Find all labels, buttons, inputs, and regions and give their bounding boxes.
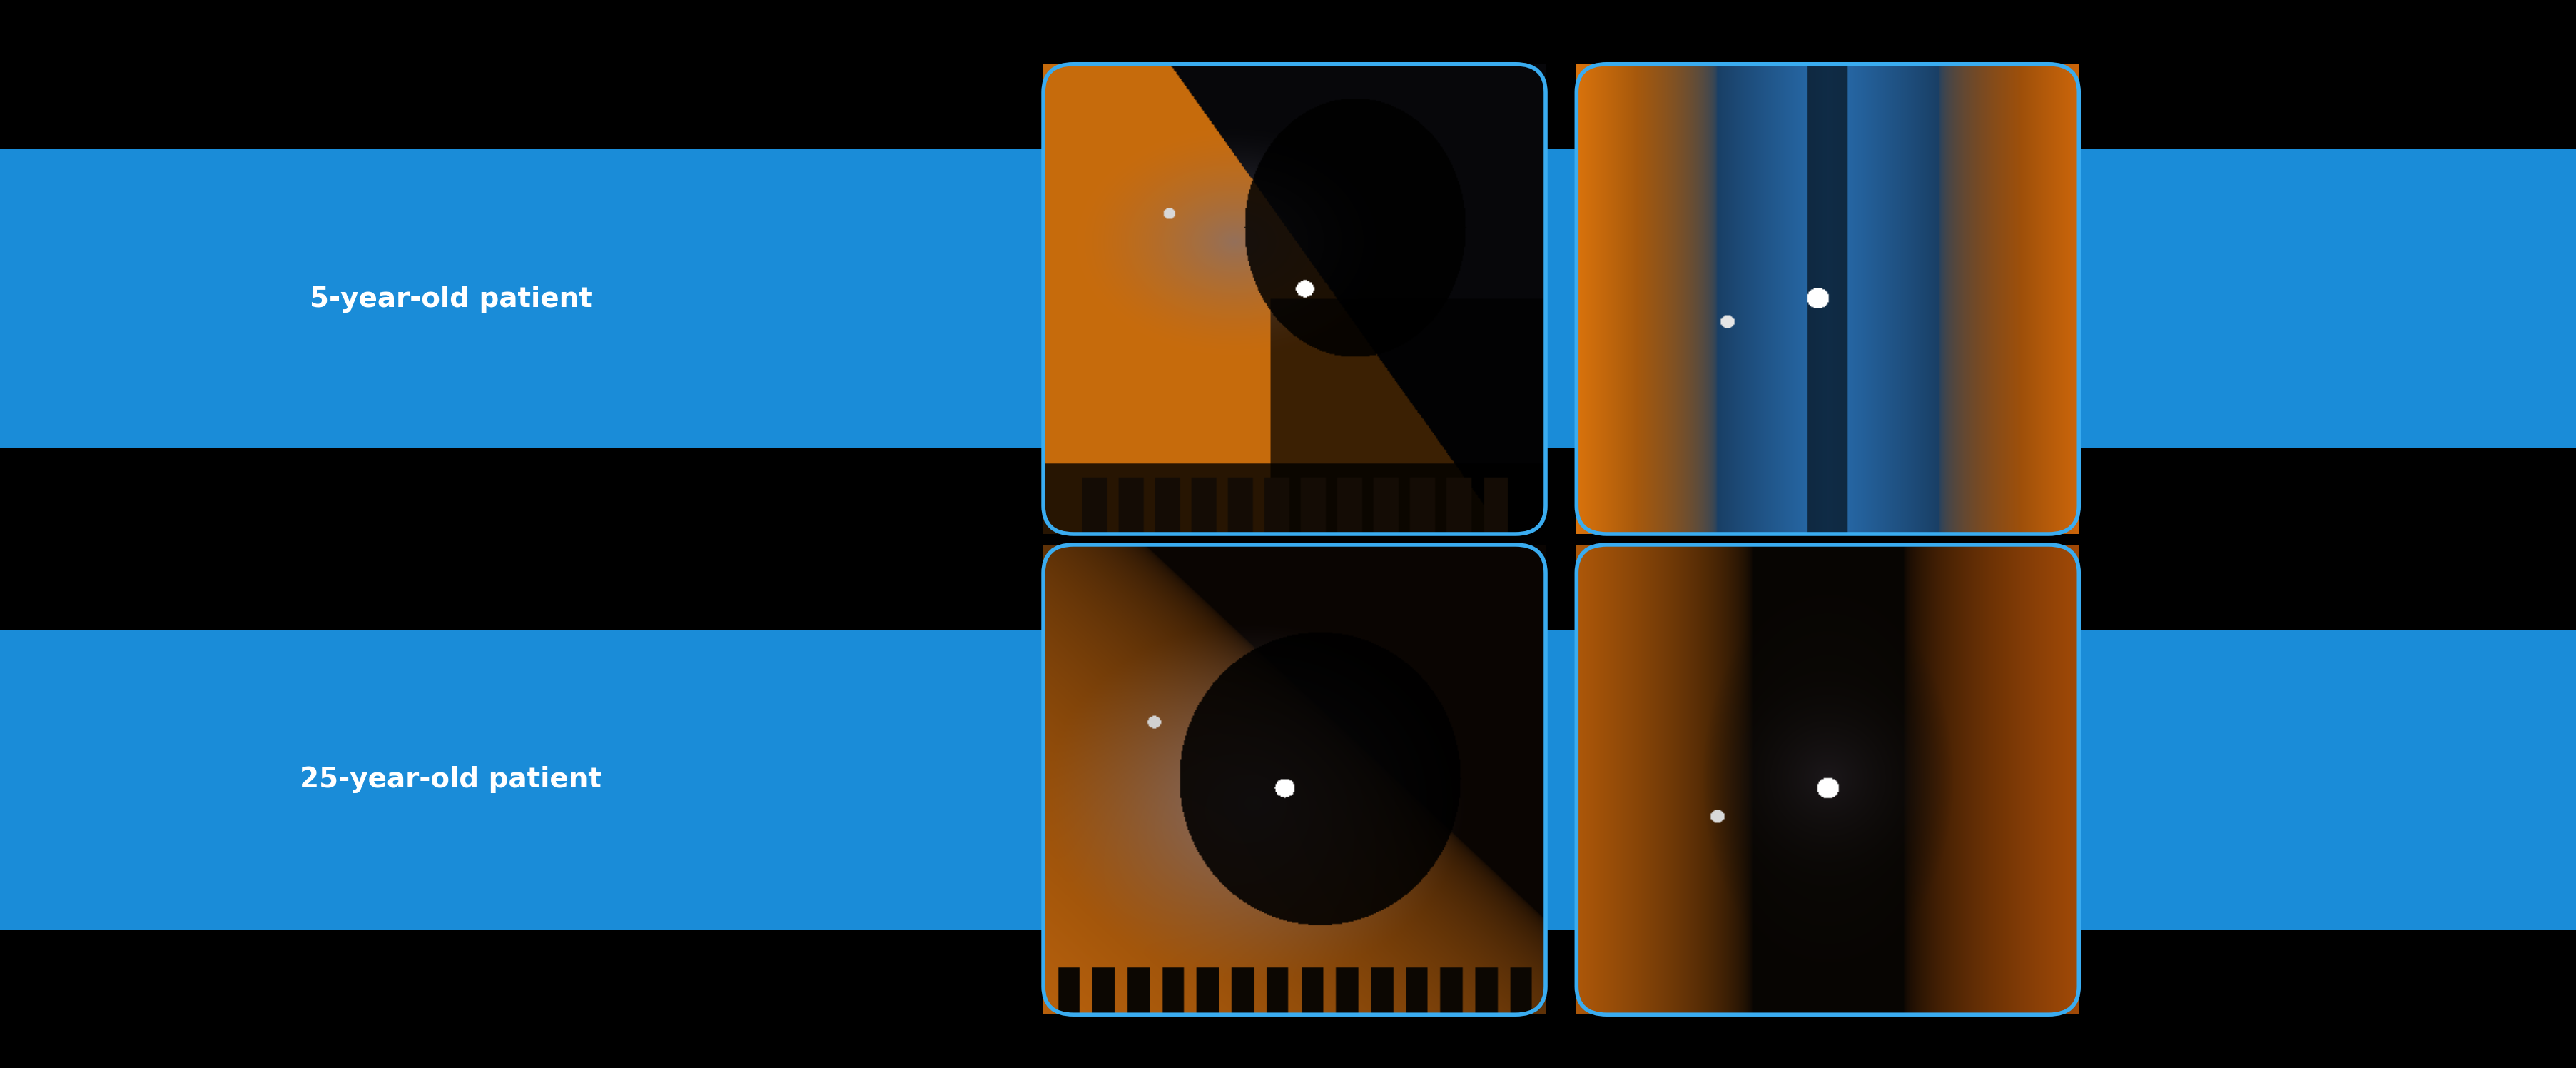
Text: 25-year-old patient: 25-year-old patient xyxy=(299,766,603,794)
Bar xyxy=(0,630,2576,929)
Text: 5-year-old patient: 5-year-old patient xyxy=(309,285,592,313)
Bar xyxy=(0,150,2576,449)
